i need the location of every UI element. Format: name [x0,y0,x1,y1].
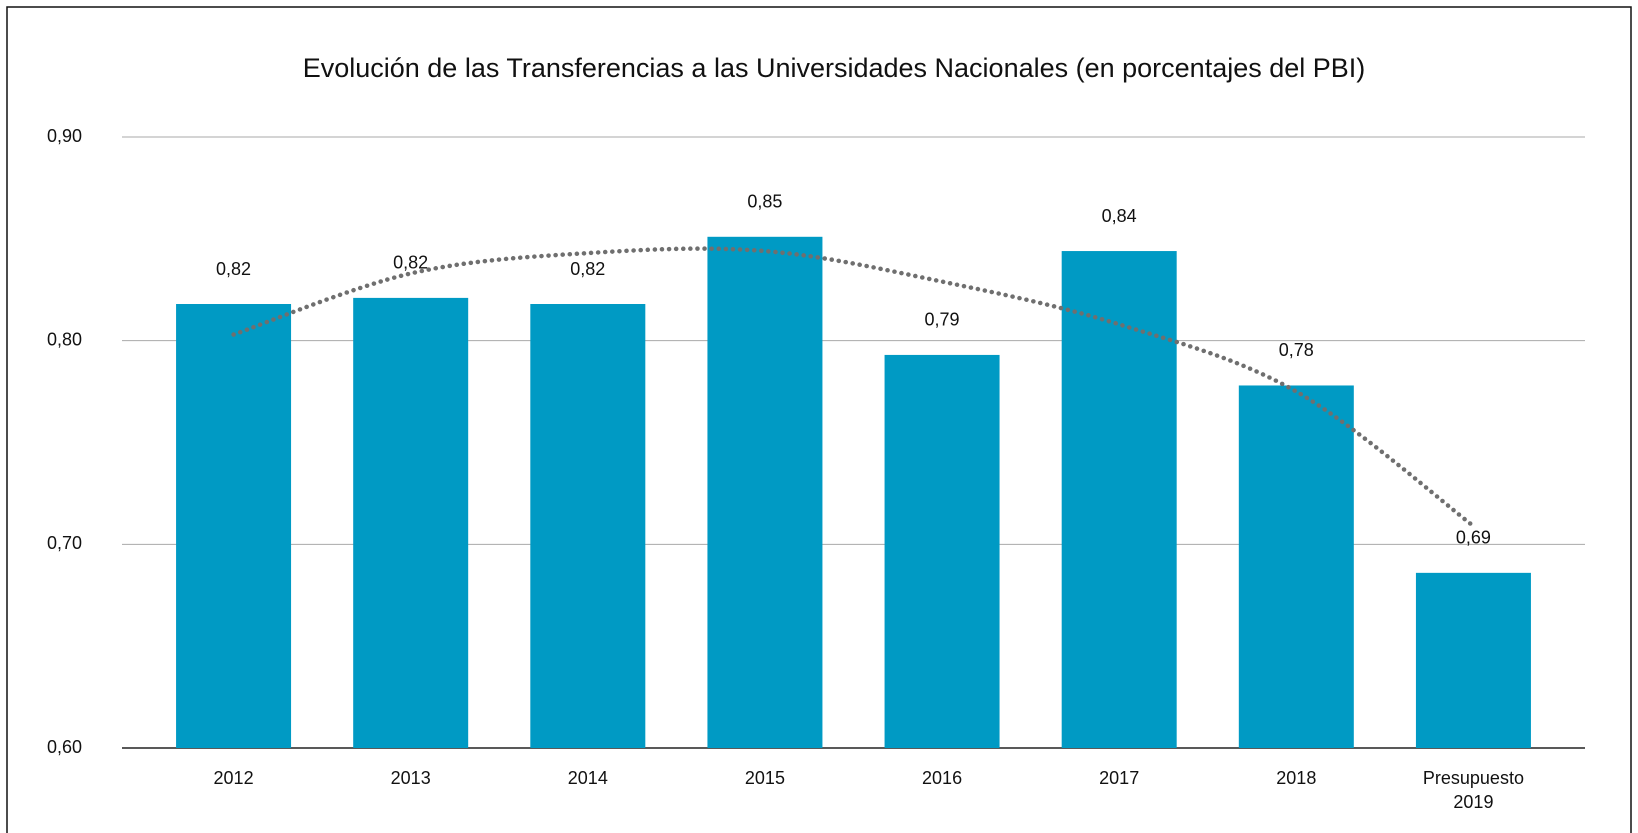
x-tick-label: 2017 [1099,768,1140,788]
data-label: 0,84 [1102,206,1137,226]
y-tick-label: 0,90 [47,126,82,146]
bar [1061,251,1177,748]
frame [6,6,1632,833]
data-label: 0,78 [1279,340,1314,360]
trendline [231,246,1476,529]
bar [530,304,646,748]
y-tick-label: 0,60 [47,737,82,757]
data-label: 0,82 [570,259,605,279]
x-tick-label: 2012 [213,768,254,788]
bar [353,297,469,748]
x-tick-label: Presupuesto 2019 [1422,768,1524,812]
data-label: 0,85 [747,192,782,212]
x-tick-label: 2015 [744,768,785,788]
bar [884,354,1000,748]
data-label: 0,69 [1456,528,1491,548]
y-tick-label: 0,80 [47,329,82,349]
data-label: 0,79 [925,310,960,330]
bar [1415,572,1531,748]
bar [176,304,292,748]
data-label: 0,82 [393,253,428,273]
chart-title: Evolución de las Transferencias a las Un… [303,53,1366,83]
y-tick-label: 0,70 [47,533,82,553]
x-tick-label: 2016 [922,768,963,788]
data-label: 0,82 [216,259,251,279]
x-tick-label: 2018 [1276,768,1317,788]
bar [1238,385,1354,748]
x-tick-label: 2014 [567,768,608,788]
x-tick-label: 2013 [390,768,431,788]
bar [707,236,823,748]
